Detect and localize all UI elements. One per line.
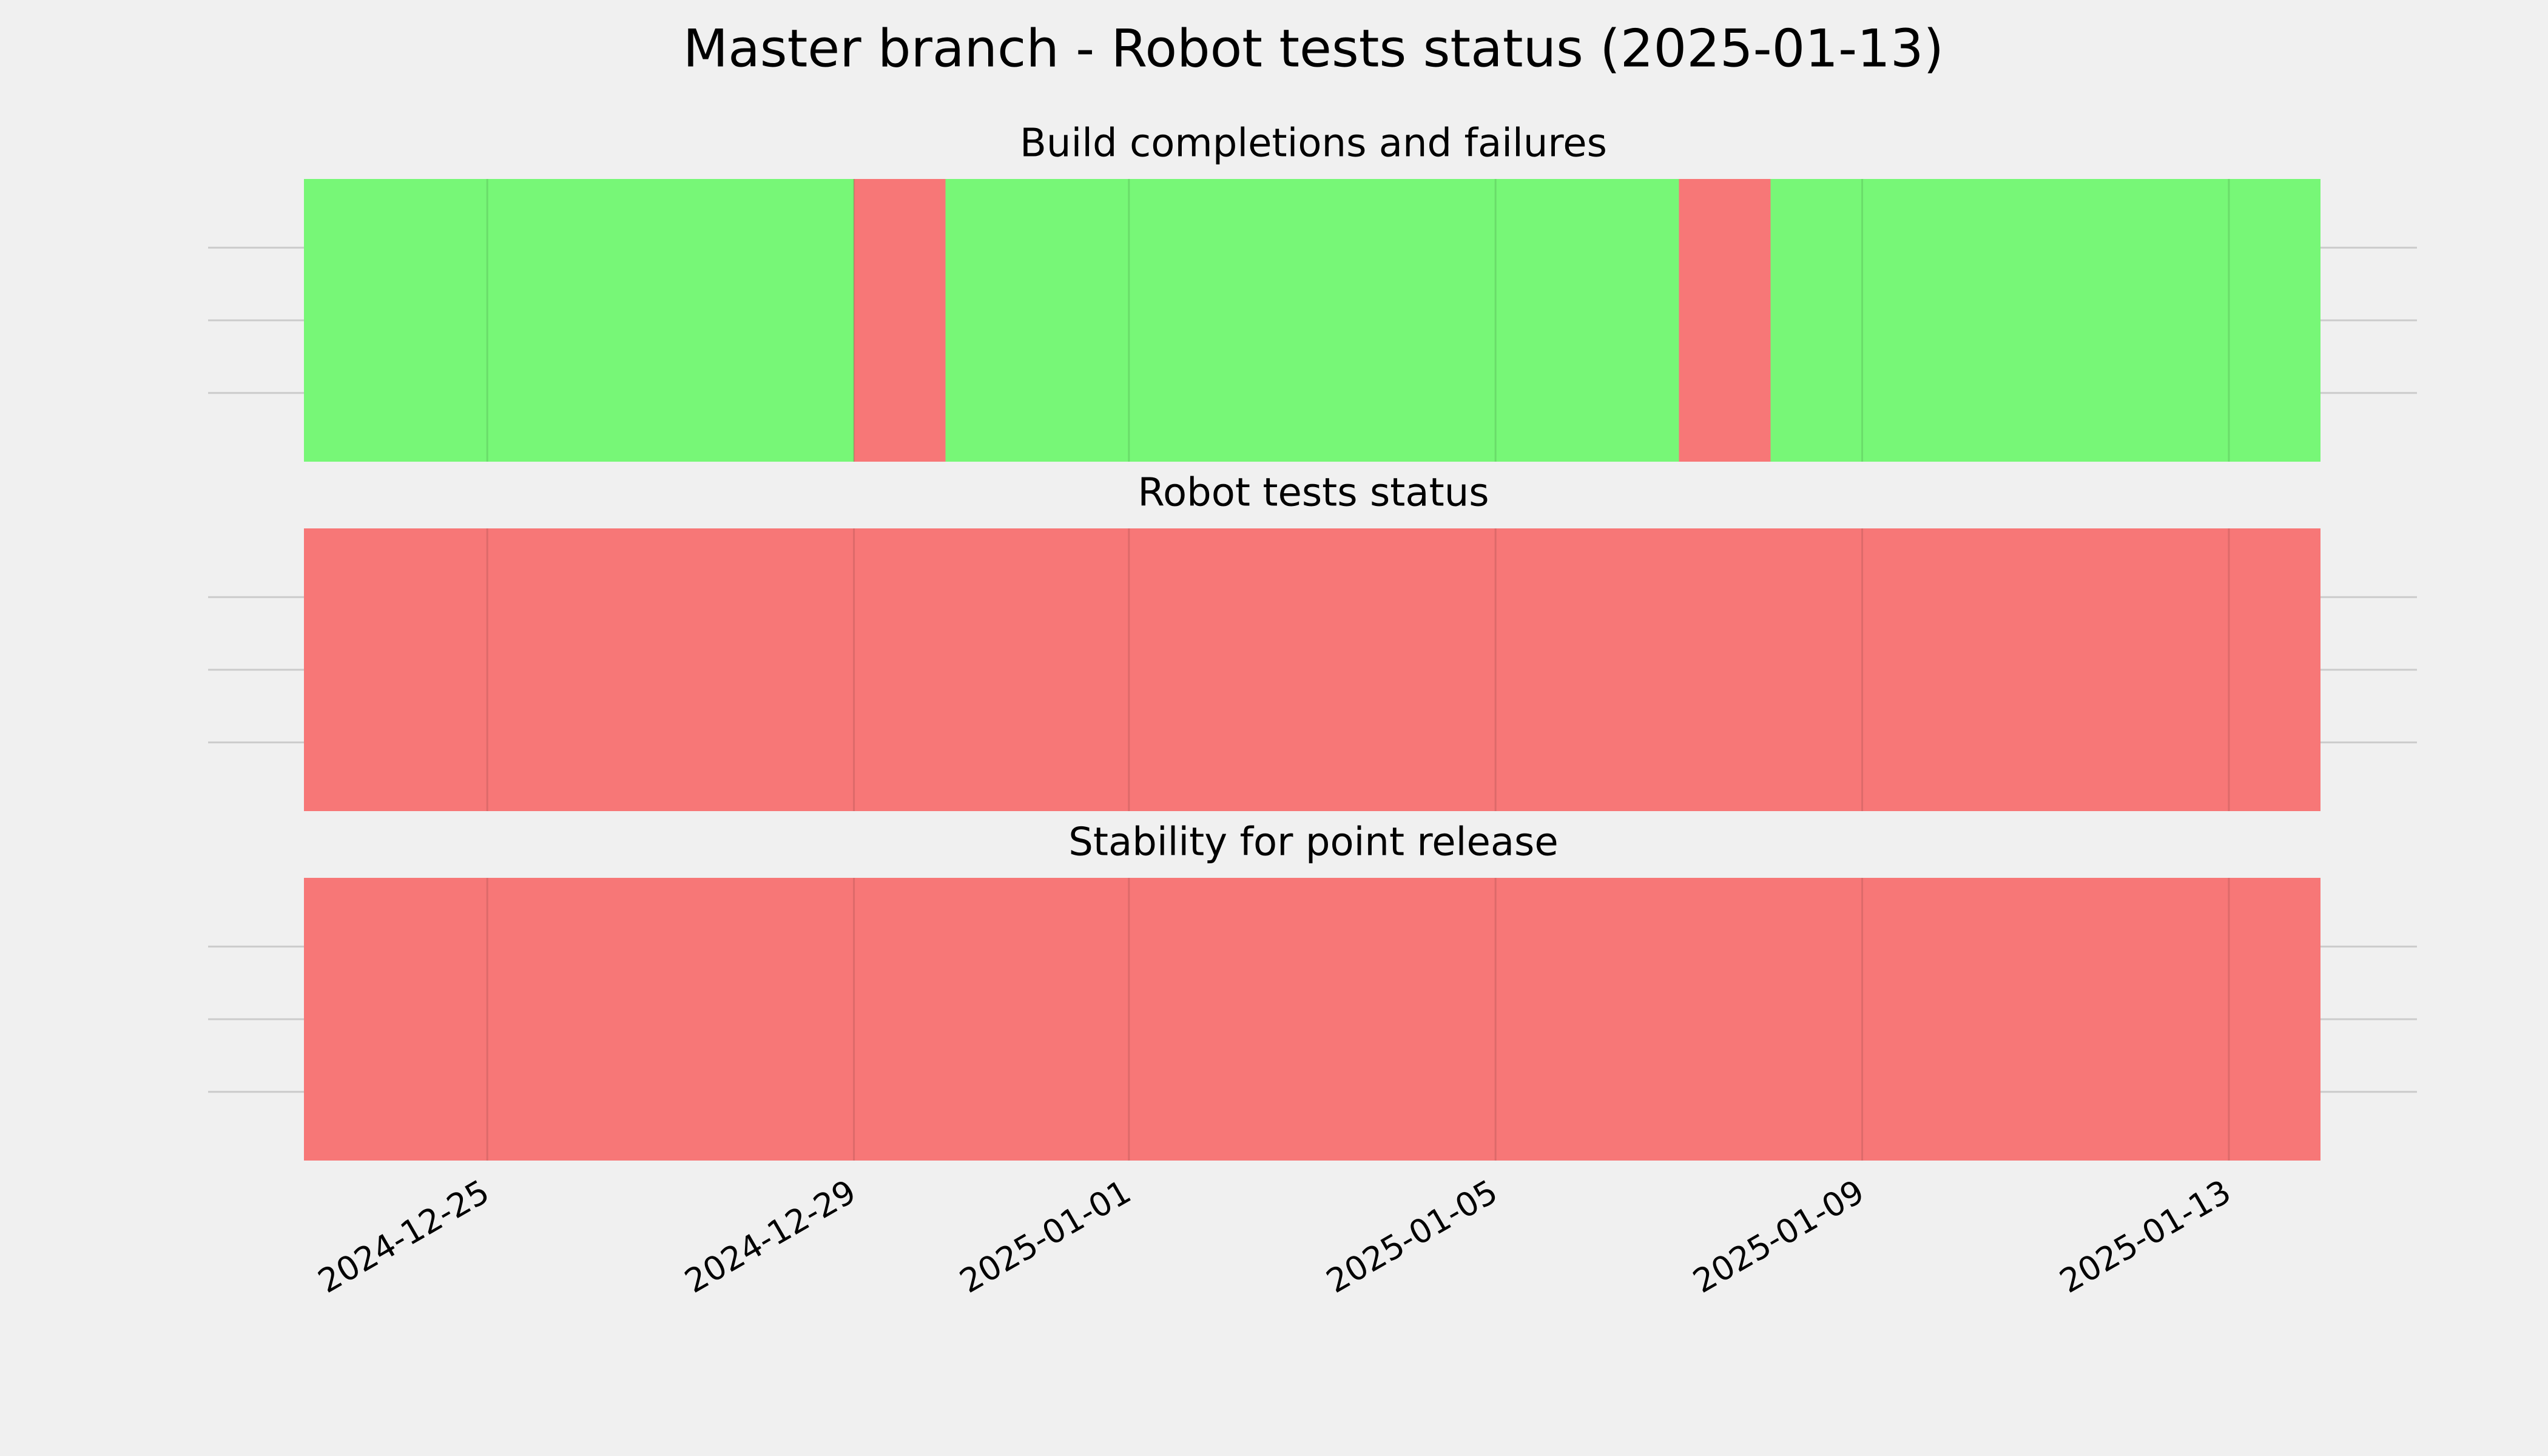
- status-bar: [2137, 878, 2229, 1161]
- status-bar: [1312, 179, 1404, 462]
- status-bar: [1495, 179, 1588, 462]
- status-bar: [670, 878, 763, 1161]
- status-bar: [1037, 179, 1129, 462]
- panel-title: Build completions and failures: [1020, 121, 1607, 166]
- status-bar: [762, 878, 854, 1161]
- status-bar: [945, 179, 1037, 462]
- chart-title: Master branch - Robot tests status (2025…: [683, 18, 1944, 79]
- status-bar: [304, 179, 396, 462]
- status-bar: [1220, 528, 1312, 811]
- status-bar: [670, 528, 763, 811]
- status-bar: [1128, 528, 1221, 811]
- status-bar: [396, 179, 488, 462]
- status-bar: [1404, 878, 1496, 1161]
- status-bar: [2137, 179, 2229, 462]
- status-bar: [1220, 179, 1312, 462]
- status-bar: [1404, 528, 1496, 811]
- status-bar: [762, 528, 854, 811]
- status-bar: [1862, 179, 1954, 462]
- status-bar: [579, 528, 671, 811]
- status-bar: [1495, 878, 1588, 1161]
- status-bar: [1862, 528, 1954, 811]
- status-bar: [1587, 528, 1679, 811]
- status-bar: [304, 528, 396, 811]
- status-bar: [1679, 528, 1771, 811]
- status-bar: [1770, 878, 1862, 1161]
- status-bar: [945, 528, 1037, 811]
- status-bar: [1770, 528, 1862, 811]
- status-bar: [1037, 878, 1129, 1161]
- status-bar: [1953, 528, 2046, 811]
- status-bar: [2228, 878, 2320, 1161]
- panel-title: Robot tests status: [1138, 471, 1489, 516]
- status-bar: [854, 878, 946, 1161]
- status-bar: [2137, 528, 2229, 811]
- status-bar: [1220, 878, 1312, 1161]
- status-bar: [1128, 179, 1221, 462]
- status-bar: [2045, 528, 2137, 811]
- status-bar: [1312, 878, 1404, 1161]
- status-bar: [762, 179, 854, 462]
- status-bar: [1679, 179, 1771, 462]
- status-bar: [396, 528, 488, 811]
- status-bar: [1404, 179, 1496, 462]
- status-bar: [2045, 878, 2137, 1161]
- status-bar: [1037, 528, 1129, 811]
- status-bar: [670, 179, 763, 462]
- status-bar: [2228, 528, 2320, 811]
- status-bar: [304, 878, 396, 1161]
- status-bar: [579, 878, 671, 1161]
- status-bar: [1679, 878, 1771, 1161]
- status-bar: [487, 528, 579, 811]
- status-bar: [1953, 179, 2046, 462]
- panel-title: Stability for point release: [1068, 820, 1559, 865]
- status-bar: [487, 179, 579, 462]
- status-bar: [1587, 878, 1679, 1161]
- status-bar: [487, 878, 579, 1161]
- status-bar: [2228, 179, 2320, 462]
- status-bar: [1495, 528, 1588, 811]
- status-bar: [2045, 179, 2137, 462]
- status-bar: [854, 528, 946, 811]
- status-bar: [1312, 528, 1404, 811]
- status-bar: [1770, 179, 1862, 462]
- status-bar: [854, 179, 946, 462]
- status-bar: [1587, 179, 1679, 462]
- status-bar: [1862, 878, 1954, 1161]
- status-bar: [945, 878, 1037, 1161]
- status-bar: [1128, 878, 1221, 1161]
- status-bar: [579, 179, 671, 462]
- status-bar: [396, 878, 488, 1161]
- status-bar: [1953, 878, 2046, 1161]
